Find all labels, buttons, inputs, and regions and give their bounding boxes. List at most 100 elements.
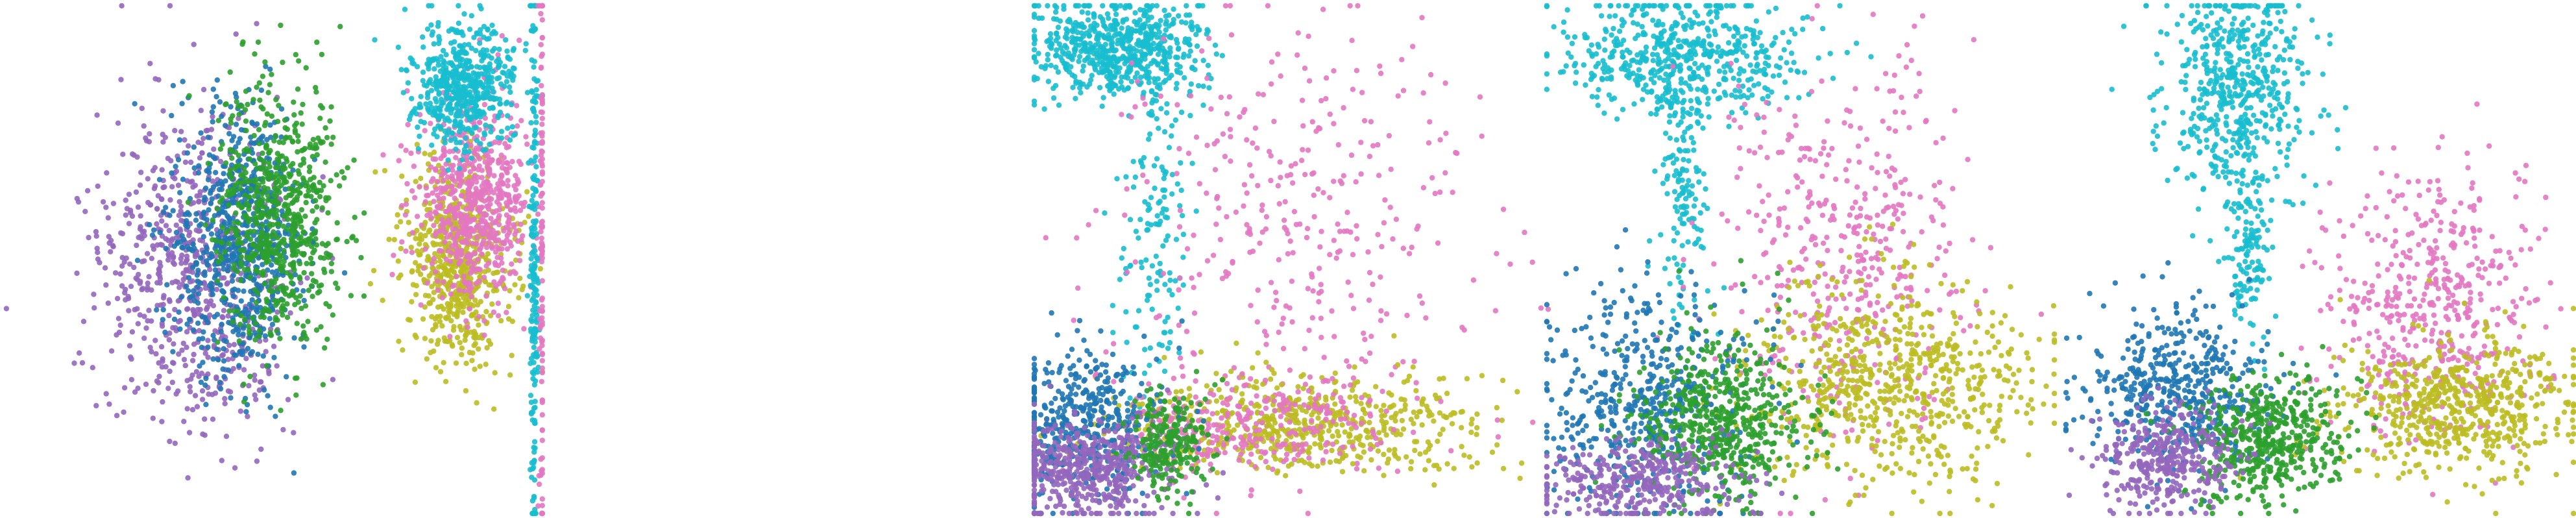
scatter-point-green [249, 315, 255, 321]
scatter-point-cyan [415, 124, 420, 130]
scatter-point-green [264, 111, 271, 117]
scatter-point-green [245, 101, 250, 108]
scatter-point-pink [480, 188, 486, 193]
scatter-point-pink [539, 163, 545, 169]
scatter-point-cyan [1073, 95, 1078, 101]
scatter-point-green [263, 236, 269, 242]
scatter-point-cyan [1127, 43, 1133, 50]
scatter-point-cyan [1106, 69, 1112, 75]
scatter-point-blue [206, 207, 212, 213]
scatter-point-cyan [1160, 66, 1167, 72]
scatter-point-green [306, 288, 311, 293]
scatter-point-green [344, 239, 350, 245]
scatter-point-cyan [1118, 56, 1124, 62]
scatter-point-olive [398, 245, 404, 252]
scatter-point-blue [243, 409, 249, 415]
scatter-point-blue [265, 393, 271, 399]
scatter-point-green [226, 202, 232, 208]
scatter-point-blue [157, 229, 163, 236]
scatter-point-green [310, 208, 315, 214]
scatter-point-green [252, 320, 259, 327]
scatter-point-cyan [1179, 213, 1185, 219]
scatter-point-cyan [531, 173, 537, 179]
scatter-point-blue [177, 190, 183, 195]
scatter-point-purple [159, 419, 165, 425]
scatter-point-cyan [1145, 17, 1151, 23]
scatter-point-cyan [1088, 77, 1094, 83]
scatter-point-olive [463, 360, 469, 366]
scatter-point-pink [539, 510, 545, 517]
scatter-point-cyan [1176, 13, 1182, 19]
scatter-point-pink [441, 177, 446, 183]
scatter-point-cyan [1176, 45, 1182, 51]
scatter-point-green [185, 199, 191, 205]
scatter-point-green [260, 197, 265, 203]
scatter-point-purple [132, 389, 138, 395]
scatter-point-purple [115, 120, 121, 126]
scatter-point-green [327, 118, 333, 124]
scatter-point-cyan [1079, 9, 1085, 15]
scatter-point-pink [539, 219, 545, 225]
scatter-point-pink [448, 191, 454, 197]
scatter-point-pink [405, 121, 411, 128]
scatter-point-pink [487, 170, 492, 176]
scatter-point-cyan [1168, 33, 1174, 39]
scatter-point-blue [191, 245, 197, 251]
scatter-point-purple [189, 407, 196, 413]
scatter-point-blue [209, 109, 215, 115]
scatter-point-olive [460, 310, 466, 315]
scatter-point-pink [467, 234, 473, 240]
scatter-point-green [341, 175, 347, 181]
scatter-point-purple [186, 143, 191, 149]
scatter-point-green [261, 280, 268, 287]
scatter-point-pink [472, 173, 478, 179]
scatter-point-cyan [1128, 35, 1134, 41]
scatter-point-purple [172, 306, 178, 313]
scatter-point-purple [79, 360, 86, 366]
scatter-point-pink [515, 181, 520, 187]
scatter-point-green [237, 186, 243, 191]
scatter-point-cyan [1154, 84, 1161, 90]
scatter-point-green [313, 189, 320, 195]
scatter-point-cyan [1097, 53, 1102, 60]
scatter-point-pink [476, 314, 481, 319]
scatter-point-green [303, 199, 309, 206]
scatter-point-pink [539, 53, 544, 59]
scatter-point-purple [211, 343, 217, 349]
scatter-point-blue [198, 255, 204, 261]
scatter-point-cyan [459, 29, 465, 35]
scatter-point-green [328, 178, 334, 184]
scatter-point-cyan [504, 48, 510, 55]
scatter-point-green [186, 93, 192, 99]
scatter-point-blue [197, 280, 204, 286]
scatter-point-cyan [488, 124, 494, 130]
scatter-point-green [210, 217, 215, 223]
scatter-point-purple [108, 348, 115, 354]
scatter-point-green [261, 204, 268, 210]
scatter-point-green [213, 238, 219, 244]
scatter-point-green [247, 156, 252, 162]
scatter-point-pink [506, 217, 512, 223]
scatter-point-green [345, 165, 350, 171]
scatter-point-pink [409, 230, 416, 236]
scatter-point-pink [539, 438, 545, 443]
scatter-point-cyan [1031, 47, 1038, 53]
scatter-point-blue [217, 99, 223, 105]
scatter-point-purple [154, 206, 160, 212]
scatter-point-cyan [1161, 7, 1167, 14]
scatter-point-purple [254, 458, 260, 464]
scatter-point-cyan [1097, 84, 1103, 91]
scatter-point-green [330, 312, 336, 318]
scatter-point-green [256, 127, 262, 132]
scatter-point-cyan [1060, 49, 1065, 55]
scatter-point-green [295, 138, 301, 144]
scatter-point-green [250, 97, 256, 103]
scatter-point-blue [221, 171, 226, 177]
scatter-point-blue [247, 351, 254, 357]
scatter-point-green [257, 270, 263, 276]
scatter-point-pink [484, 203, 490, 210]
scatter-point-blue [189, 293, 195, 299]
scatter-point-pink [499, 165, 505, 171]
scatter-point-blue [221, 290, 226, 295]
